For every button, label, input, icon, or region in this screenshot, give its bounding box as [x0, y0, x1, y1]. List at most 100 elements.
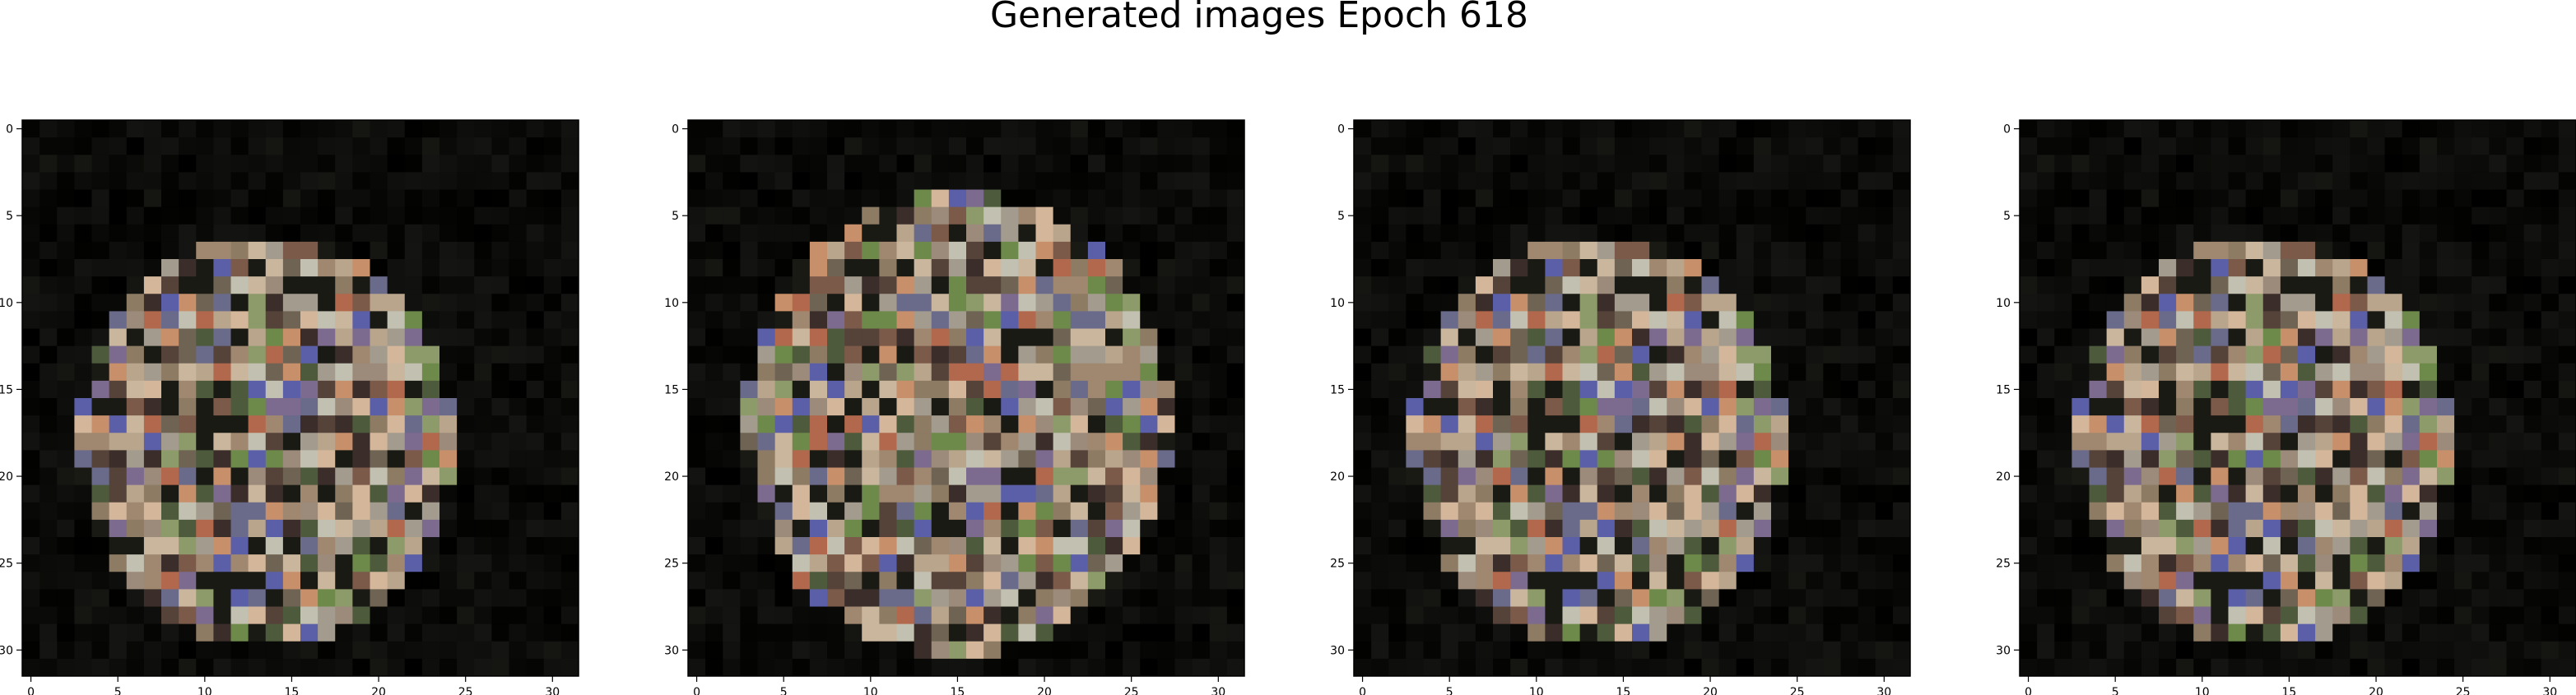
image-pixel	[509, 259, 528, 277]
image-pixel	[2071, 155, 2090, 173]
image-pixel	[1174, 519, 1193, 538]
image-pixel	[491, 641, 509, 660]
image-pixel	[1174, 241, 1193, 260]
image-pixel	[2471, 206, 2490, 225]
image-pixel	[2193, 294, 2211, 312]
image-pixel	[22, 606, 40, 625]
image-pixel	[248, 572, 267, 590]
image-pixel	[844, 155, 863, 173]
image-pixel	[2280, 206, 2299, 225]
image-pixel	[1788, 502, 1806, 521]
image-pixel	[844, 311, 863, 329]
image-pixel	[2437, 484, 2455, 503]
image-pixel	[2454, 276, 2472, 294]
image-pixel	[1087, 415, 1106, 433]
image-pixel	[2159, 259, 2177, 277]
image-pixel	[2298, 641, 2316, 660]
image-pixel	[2419, 224, 2438, 243]
image-pixel	[1632, 467, 1650, 486]
image-pixel	[2020, 206, 2038, 225]
image-pixel	[421, 589, 440, 607]
image-pixel	[1458, 572, 1476, 590]
image-pixel	[230, 363, 249, 382]
image-pixel	[1192, 189, 1211, 208]
image-pixel	[1140, 467, 1158, 486]
image-pixel	[1087, 172, 1106, 190]
image-pixel	[22, 363, 40, 382]
image-pixel	[509, 294, 528, 312]
image-pixel	[879, 606, 897, 625]
image-pixel	[1423, 189, 1442, 208]
image-pixel	[2419, 294, 2438, 312]
image-pixel	[2437, 554, 2455, 572]
image-pixel	[1209, 519, 1228, 538]
y-tick-label: 10	[1996, 297, 2011, 310]
image-pixel	[318, 623, 336, 642]
image-pixel	[2193, 380, 2211, 399]
image-pixel	[1753, 328, 1772, 347]
image-pixel	[1192, 658, 1211, 677]
image-pixel	[2089, 311, 2108, 329]
image-pixel	[2367, 241, 2386, 260]
image-pixel	[1823, 224, 1841, 243]
image-pixel	[2489, 415, 2507, 433]
image-pixel	[248, 294, 267, 312]
image-pixel	[230, 415, 249, 433]
image-pixel	[22, 623, 40, 642]
image-pixel	[1035, 189, 1054, 208]
image-pixel	[1858, 294, 1876, 312]
image-pixel	[2523, 206, 2542, 225]
image-pixel	[2280, 623, 2299, 642]
image-pixel	[1440, 537, 1459, 555]
image-pixel	[318, 658, 336, 677]
image-pixel	[143, 259, 162, 277]
image-pixel	[1475, 450, 1494, 468]
image-pixel	[2176, 380, 2194, 399]
image-pixel	[1840, 572, 1859, 590]
image-pixel	[439, 415, 458, 433]
image-pixel	[2437, 328, 2455, 347]
x-tick-label: 20	[371, 686, 386, 695]
image-pixel	[792, 554, 811, 572]
image-pixel	[757, 450, 776, 468]
image-pixel	[705, 345, 723, 364]
image-pixel	[1718, 467, 1737, 486]
image-pixel	[1053, 380, 1072, 399]
image-pixel	[1579, 433, 1598, 451]
image-pixel	[2558, 415, 2576, 433]
image-pixel	[1579, 328, 1598, 347]
image-pixel	[91, 259, 110, 277]
image-pixel	[509, 155, 528, 173]
image-pixel	[560, 484, 579, 503]
image-pixel	[474, 294, 492, 312]
image-pixel	[439, 502, 458, 521]
image-pixel	[74, 658, 92, 677]
y-tick-label: 0	[6, 123, 13, 137]
image-pixel	[2523, 345, 2542, 364]
image-pixel	[1475, 380, 1494, 399]
image-pixel	[2454, 380, 2472, 399]
image-pixel	[161, 345, 179, 364]
image-pixel	[1070, 450, 1089, 468]
image-pixel	[2089, 259, 2108, 277]
image-pixel	[57, 641, 75, 660]
image-pixel	[282, 484, 301, 503]
image-pixel	[966, 572, 984, 590]
image-pixel	[230, 606, 249, 625]
image-pixel	[91, 276, 110, 294]
image-pixel	[2054, 363, 2072, 382]
image-pixel	[1736, 241, 1755, 260]
image-pixel	[1423, 363, 1442, 382]
image-pixel	[2471, 606, 2490, 625]
image-pixel	[2193, 415, 2211, 433]
image-pixel	[792, 415, 811, 433]
image-pixel	[1667, 328, 1685, 347]
image-pixel	[2558, 433, 2576, 451]
image-pixel	[2471, 172, 2490, 190]
image-pixel	[560, 450, 579, 468]
image-pixel	[2523, 554, 2542, 572]
image-pixel	[1771, 537, 1789, 555]
image-pixel	[1105, 311, 1123, 329]
image-pixel	[757, 345, 776, 364]
